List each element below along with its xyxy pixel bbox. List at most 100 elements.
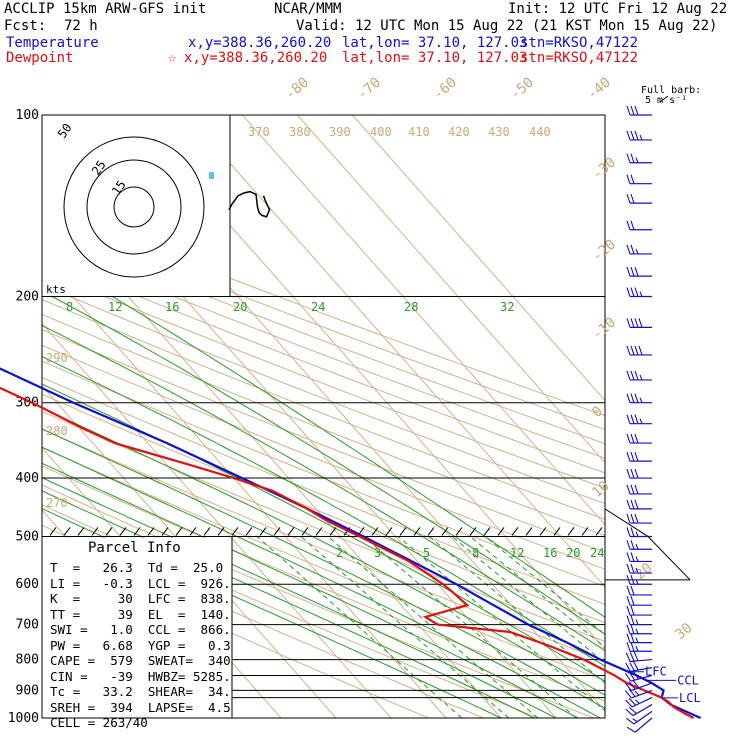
theta-label: 290 xyxy=(46,351,68,365)
isotherm-label: -30 xyxy=(589,155,619,184)
wind-barb-flag xyxy=(626,605,631,616)
dry-adiabat-line xyxy=(42,242,605,459)
wind-barb-flag xyxy=(634,468,639,479)
theta-label: 280 xyxy=(46,424,68,438)
dry-adiabat-line xyxy=(42,313,605,537)
hatch-mark xyxy=(329,527,337,536)
wind-barb-flag xyxy=(630,433,635,444)
wind-barb-flag xyxy=(630,527,635,537)
wind-barb-staff xyxy=(631,689,653,699)
model-title: ACCLIP 15km ARW-GFS init xyxy=(4,1,207,17)
dry-adiabat-line xyxy=(42,360,605,588)
wind-barb xyxy=(626,717,653,733)
wind-barb xyxy=(626,244,652,255)
hodograph-ring xyxy=(86,159,182,255)
isotherm-label: 10 xyxy=(589,478,612,501)
moist-adiabat-label: 12 xyxy=(108,300,122,314)
init-time: Init: 12 UTC Fri 12 Aug 22 xyxy=(508,1,728,17)
temperature-latlon: lat,lon= 37.10, 127.03 xyxy=(342,35,528,51)
wind-barb-flag xyxy=(626,244,631,255)
wind-barb-flag xyxy=(626,615,631,625)
wind-barb-flag xyxy=(626,633,631,643)
wind-barb-flag xyxy=(626,726,636,733)
parcel-info-row: SREH = 394 LAPSE= 4.5 xyxy=(50,699,231,715)
mixing-ratio-line xyxy=(451,536,605,664)
wind-barb-flag xyxy=(630,605,635,616)
wind-barb-flag xyxy=(630,633,635,643)
wind-barb-flag xyxy=(630,540,635,550)
wind-barb xyxy=(626,370,652,381)
hatch-mark xyxy=(259,527,267,536)
moist-adiabat-label: 28 xyxy=(404,300,418,314)
wind-barb-flag xyxy=(626,540,631,550)
dry-adiabat-line xyxy=(42,344,605,570)
wind-barb-flag xyxy=(625,699,633,708)
wind-barb-flag xyxy=(628,697,637,706)
wind-barb-flag xyxy=(633,661,639,671)
wind-barb-flag xyxy=(626,552,631,562)
hatch-mark xyxy=(581,527,589,536)
isotherm-label: -40 xyxy=(584,75,614,104)
wind-barb-flag xyxy=(630,287,635,297)
wind-barb-flag xyxy=(628,706,637,714)
moist-adiabat-label: 8 xyxy=(66,300,73,314)
wind-barb-flag xyxy=(626,596,631,606)
pressure-tick-label: 800 xyxy=(16,653,39,668)
mixing-ratio-label: 20 xyxy=(566,546,580,560)
isotherm-line xyxy=(186,115,605,588)
wind-barb-flag xyxy=(634,266,639,277)
wind-barb-flag xyxy=(634,451,639,462)
pressure-tick-label: 400 xyxy=(16,471,39,486)
hatch-mark xyxy=(287,527,295,536)
fcst-label: Fcst: xyxy=(4,18,47,34)
wind-barb-flag xyxy=(629,652,635,662)
theta-label: 270 xyxy=(46,496,68,510)
theta-label: 390 xyxy=(329,125,351,139)
wind-barb xyxy=(626,433,652,444)
wind-barb-flag xyxy=(638,345,643,356)
wind-barb-flag xyxy=(626,193,631,204)
theta-label: 440 xyxy=(529,125,551,139)
hatch-mark xyxy=(469,527,477,536)
moist-adiabat-line xyxy=(42,324,605,652)
hatch-mark xyxy=(77,527,85,536)
wind-barb-flag xyxy=(634,484,639,495)
wind-barb-flag xyxy=(630,174,635,184)
mixing-ratio-line xyxy=(469,536,605,648)
wind-barb-flag xyxy=(630,244,635,255)
wind-barb-halfflag xyxy=(635,157,639,163)
wind-barb-flag xyxy=(634,318,639,328)
wind-barb-flag xyxy=(625,672,632,682)
wind-barb-halfflag xyxy=(632,718,638,723)
plot-frame xyxy=(41,114,606,719)
hodograph-panel xyxy=(41,114,231,298)
hatch-mark xyxy=(595,527,603,536)
wind-barb xyxy=(626,468,652,479)
wind-barb xyxy=(626,174,652,185)
wind-barb xyxy=(626,193,652,204)
hodograph-ring-label: 50 xyxy=(55,121,75,141)
wind-barb-halfflag xyxy=(639,291,643,297)
pressure-tick-label: 200 xyxy=(16,290,39,305)
wind-barb xyxy=(626,615,652,626)
center-label: NCAR/MMM xyxy=(274,1,342,17)
dry-adiabat-line xyxy=(42,270,605,489)
pressure-tick-label: 300 xyxy=(16,396,39,411)
hatch-mark xyxy=(217,527,225,536)
wind-barb-flag xyxy=(628,671,636,681)
wind-barb-flag xyxy=(626,318,631,328)
hatch-mark xyxy=(441,527,449,536)
moist-adiabat-line xyxy=(42,356,605,667)
wind-barb-flag xyxy=(632,680,640,689)
wind-barb-halfflag xyxy=(635,579,639,585)
mixing-ratio-label: 12 xyxy=(510,546,524,560)
parcel-info-row: SWI = 1.0 CCL = 866. xyxy=(50,622,231,637)
wind-barb-halfflag xyxy=(639,418,643,424)
wind-barb-flag xyxy=(630,105,635,116)
wind-barb xyxy=(626,585,652,596)
wind-barb xyxy=(626,540,652,550)
moist-adiabat-label: 20 xyxy=(233,300,247,314)
parcel-info-row: Tc = 33.2 SHEAR= 34. xyxy=(50,684,231,699)
wind-barb xyxy=(626,633,652,644)
wind-barb-staff xyxy=(631,697,653,708)
